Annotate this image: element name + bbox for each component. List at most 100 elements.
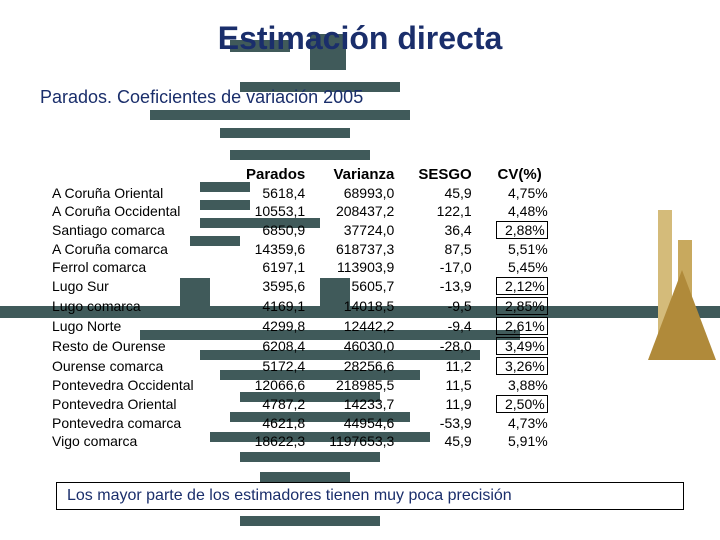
table-row: Pontevedra Occidental12066,6218985,511,5… [40,376,554,394]
cell-area: A Coruña Oriental [40,184,234,202]
cell-parados: 10553,1 [234,202,317,220]
cell-varianza: 37724,0 [317,220,406,240]
table-row: Lugo Norte4299,812442,2-9,42,61% [40,316,554,336]
cell-sesgo: -53,9 [406,414,483,432]
cell-parados: 4169,1 [234,296,317,316]
cell-parados: 4621,8 [234,414,317,432]
cell-sesgo: 36,4 [406,220,483,240]
cell-varianza: 14233,7 [317,394,406,414]
cell-varianza: 14018,5 [317,296,406,316]
cell-area: Lugo Sur [40,276,234,296]
callout-box: Los mayor parte de los estimadores tiene… [56,482,684,510]
table-row: A Coruña Oriental5618,468993,045,94,75% [40,184,554,202]
cell-sesgo: 11,9 [406,394,483,414]
cell-varianza: 618737,3 [317,240,406,258]
col-area [40,165,234,184]
cell-sesgo: -9,5 [406,296,483,316]
cell-area: Pontevedra comarca [40,414,234,432]
cell-parados: 3595,6 [234,276,317,296]
col-varianza: Varianza [317,165,406,184]
page-title: Estimación directa [0,20,720,57]
cell-cv: 2,85% [484,296,554,316]
cell-cv: 3,88% [484,376,554,394]
cell-cv: 2,12% [484,276,554,296]
cell-varianza: 1197653,3 [317,432,406,450]
cell-parados: 6208,4 [234,336,317,356]
cell-sesgo: -28,0 [406,336,483,356]
data-table: Parados Varianza SESGO CV(%) A Coruña Or… [40,165,554,450]
cell-parados: 12066,6 [234,376,317,394]
cell-area: A Coruña comarca [40,240,234,258]
cell-area: Lugo comarca [40,296,234,316]
cell-sesgo: 87,5 [406,240,483,258]
cell-parados: 5172,4 [234,356,317,376]
cell-cv: 2,61% [484,316,554,336]
cell-varianza: 68993,0 [317,184,406,202]
cell-parados: 18622,3 [234,432,317,450]
table-row: Pontevedra Oriental4787,214233,711,9 2,50… [40,394,554,414]
cell-parados: 6197,1 [234,258,317,276]
cell-sesgo: 11,2 [406,356,483,376]
table-row: Lugo comarca4169,114018,5-9,5 2,85% [40,296,554,316]
cell-parados: 4787,2 [234,394,317,414]
cv-highlight: 2,85% [496,297,548,315]
table-row: Pontevedra comarca4621,844954,6-53,94,73… [40,414,554,432]
cell-cv: 5,45% [484,258,554,276]
slide-root: Estimación directa Parados. Coeficientes… [0,20,720,540]
cell-area: Ourense comarca [40,356,234,376]
cell-cv: 4,48% [484,202,554,220]
page-subtitle: Parados. Coeficientes de variación 2005 [40,87,720,108]
brand-logo [648,210,716,360]
cell-sesgo: 45,9 [406,184,483,202]
cell-sesgo: -17,0 [406,258,483,276]
cell-varianza: 218985,5 [317,376,406,394]
cell-cv: 2,88% [484,220,554,240]
cell-cv: 2,50% [484,394,554,414]
table-header-row: Parados Varianza SESGO CV(%) [40,165,554,184]
cell-area: Vigo comarca [40,432,234,450]
col-cv: CV(%) [484,165,554,184]
table-row: Lugo Sur3595,65605,7-13,9 2,12% [40,276,554,296]
cell-cv: 3,26% [484,356,554,376]
cell-area: Resto de Ourense [40,336,234,356]
cell-area: Lugo Norte [40,316,234,336]
table-row: A Coruña comarca14359,6618737,387,55,51% [40,240,554,258]
table-row: Santiago comarca6850,937724,036,4 2,88% [40,220,554,240]
cell-varianza: 28256,6 [317,356,406,376]
cell-area: Santiago comarca [40,220,234,240]
cell-cv: 4,73% [484,414,554,432]
cell-varianza: 5605,7 [317,276,406,296]
cell-area: Pontevedra Oriental [40,394,234,414]
cell-sesgo: 11,5 [406,376,483,394]
cell-cv: 3,49% [484,336,554,356]
cell-parados: 5618,4 [234,184,317,202]
cv-highlight: 2,61% [496,317,548,335]
cell-area: Ferrol comarca [40,258,234,276]
cell-parados: 6850,9 [234,220,317,240]
col-parados: Parados [234,165,317,184]
table-row: Ourense comarca5172,428256,611,2 3,26% [40,356,554,376]
table-row: Resto de Ourense6208,446030,0-28,0 3,49% [40,336,554,356]
cell-sesgo: 122,1 [406,202,483,220]
cell-parados: 14359,6 [234,240,317,258]
cv-highlight: 2,88% [496,221,548,239]
cell-varianza: 46030,0 [317,336,406,356]
cell-cv: 4,75% [484,184,554,202]
cell-parados: 4299,8 [234,316,317,336]
cell-area: Pontevedra Occidental [40,376,234,394]
cell-sesgo: -13,9 [406,276,483,296]
table-row: A Coruña Occidental10553,1208437,2122,14… [40,202,554,220]
cell-sesgo: -9,4 [406,316,483,336]
table-row: Vigo comarca18622,31197653,345,95,91% [40,432,554,450]
cv-highlight: 2,50% [496,395,548,413]
cv-highlight: 2,12% [496,277,548,295]
cv-highlight: 3,49% [496,337,548,355]
col-sesgo: SESGO [406,165,483,184]
cell-cv: 5,51% [484,240,554,258]
cell-cv: 5,91% [484,432,554,450]
cell-varianza: 44954,6 [317,414,406,432]
cell-varianza: 208437,2 [317,202,406,220]
table-row: Ferrol comarca6197,1113903,9-17,05,45% [40,258,554,276]
cv-highlight: 3,26% [496,357,548,375]
cell-area: A Coruña Occidental [40,202,234,220]
